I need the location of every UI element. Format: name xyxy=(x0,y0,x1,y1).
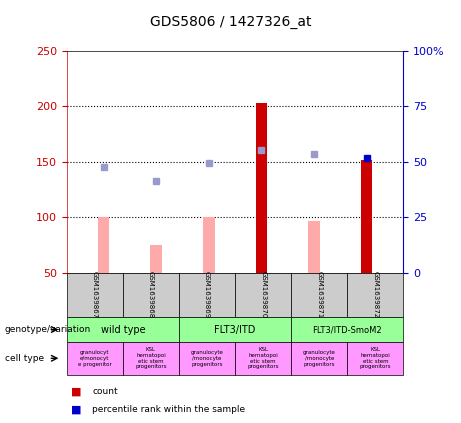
Text: GSM1639870: GSM1639870 xyxy=(260,272,266,319)
Text: GDS5806 / 1427326_at: GDS5806 / 1427326_at xyxy=(150,15,311,29)
Text: GSM1639869: GSM1639869 xyxy=(204,272,210,319)
Text: percentile rank within the sample: percentile rank within the sample xyxy=(92,405,245,414)
Text: genotype/variation: genotype/variation xyxy=(5,325,91,334)
Bar xyxy=(150,245,162,273)
Text: GSM1639867: GSM1639867 xyxy=(92,272,98,319)
Text: KSL
hematopoi
etic stem
progenitors: KSL hematopoi etic stem progenitors xyxy=(248,347,279,369)
Text: GSM1639868: GSM1639868 xyxy=(148,272,154,319)
Text: GSM1639872: GSM1639872 xyxy=(372,272,378,319)
Bar xyxy=(308,221,320,273)
Bar xyxy=(255,103,267,273)
Text: cell type: cell type xyxy=(5,354,44,363)
Text: KSL
hematopoi
etic stem
progenitors: KSL hematopoi etic stem progenitors xyxy=(135,347,167,369)
Text: ■: ■ xyxy=(71,387,82,397)
Text: GSM1639871: GSM1639871 xyxy=(316,272,322,319)
Text: FLT3/ITD-SmoM2: FLT3/ITD-SmoM2 xyxy=(313,325,382,334)
Bar xyxy=(203,217,215,273)
Text: ■: ■ xyxy=(71,422,82,423)
Text: ■: ■ xyxy=(71,404,82,415)
Text: count: count xyxy=(92,387,118,396)
Text: FLT3/ITD: FLT3/ITD xyxy=(214,324,256,335)
Text: KSL
hematopoi
etic stem
progenitors: KSL hematopoi etic stem progenitors xyxy=(360,347,391,369)
Bar xyxy=(98,217,109,273)
Text: granulocyte
/monocyte
progenitors: granulocyte /monocyte progenitors xyxy=(303,350,336,367)
Text: granulocyt
e/monocyt
e progenitor: granulocyt e/monocyt e progenitor xyxy=(78,350,112,367)
Text: granulocyte
/monocyte
progenitors: granulocyte /monocyte progenitors xyxy=(191,350,224,367)
Bar xyxy=(361,159,372,273)
Text: wild type: wild type xyxy=(100,324,145,335)
